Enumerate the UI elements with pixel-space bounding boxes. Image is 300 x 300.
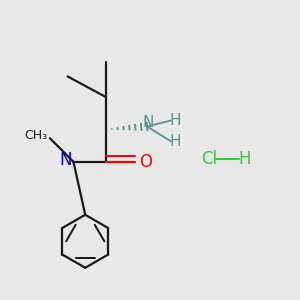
Text: O: O bbox=[139, 153, 152, 171]
Text: H: H bbox=[238, 150, 250, 168]
Text: CH₃: CH₃ bbox=[24, 129, 47, 142]
Text: H: H bbox=[169, 113, 181, 128]
Text: Cl: Cl bbox=[201, 150, 217, 168]
Text: H: H bbox=[169, 134, 181, 149]
Text: N: N bbox=[60, 151, 72, 169]
Text: N: N bbox=[143, 115, 154, 130]
